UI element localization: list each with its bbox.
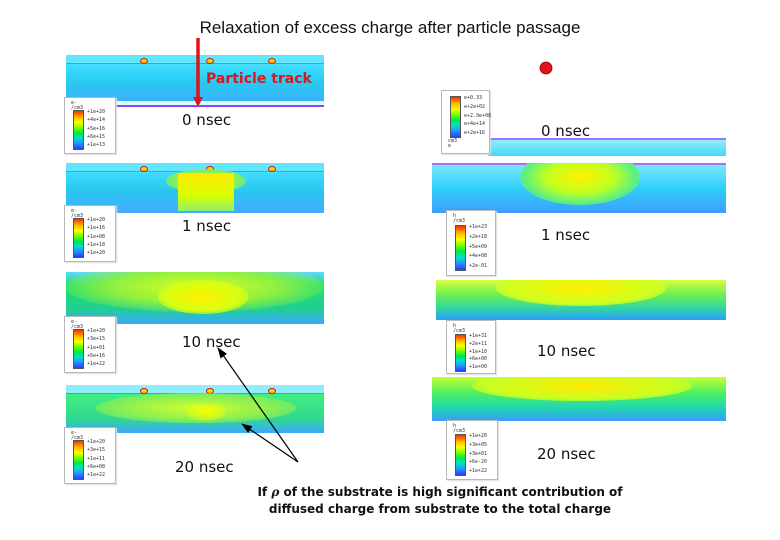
color-legend-left-10ns: e- /cm3 +1e+20 +3e+15 +1e+01 +6e+16 +1e+22: [64, 316, 116, 373]
note-if: If: [257, 485, 268, 499]
time-label-left-10ns: 10 nsec: [182, 333, 241, 351]
slide-title: Relaxation of excess charge after partic…: [199, 18, 581, 37]
color-legend-right-20ns: h /cm3 +1e+20 +3e+05 +3e+01 +6e-20 +1e+22: [446, 420, 498, 480]
time-label-right-20ns: 20 nsec: [537, 445, 596, 463]
note-line1-text: of the substrate is high significant con…: [283, 485, 623, 499]
substrate-note-line-2: diffused charge from substrate to the to…: [268, 502, 612, 516]
color-legend-right-1ns: h /cm3 +1e+23 +2e+18 +5e+09 +4e+08 +2e-01: [446, 210, 496, 276]
color-legend-left-1ns: e- /cm3 +1e+20 +1e+16 +1e+08 +1e+18 +1e+20: [64, 205, 116, 262]
simulation-strip-right-1ns: [432, 163, 726, 213]
color-legend-right-10ns: h /cm3 +1e+31 +2e+11 +1e+10 +6e+00 +1e+00: [446, 320, 496, 374]
time-label-left-0ns: 0 nsec: [182, 111, 232, 129]
simulation-strip-left-20ns: [66, 385, 324, 433]
rho-symbol: ρ: [271, 485, 280, 499]
time-label-right-1ns: 1 nsec: [541, 226, 591, 244]
color-legend-left-0ns: e- /cm3 +1e+20 +4e+14 +5e+16 +6e+15 +1e+13: [64, 97, 116, 154]
substrate-note-line-1: If ρ of the substrate is high significan…: [230, 484, 650, 501]
color-legend-left-20ns: e- /cm3 +1e+20 +3e+15 +1e+11 +6e+08 +1e+22: [64, 427, 116, 484]
simulation-strip-left-10ns: [66, 272, 324, 324]
time-label-left-20ns: 20 nsec: [175, 458, 234, 476]
time-label-right-10ns: 10 nsec: [537, 342, 596, 360]
simulation-strip-left-1ns: [66, 163, 324, 213]
simulation-strip-right-10ns: [436, 280, 726, 320]
substrate-note: If ρ of the substrate is high significan…: [230, 484, 650, 518]
simulation-strip-right-20ns: [432, 377, 726, 421]
simulation-strip-right-0ns: [488, 138, 726, 156]
color-legend-right-0ns: cm3 e e+0.33 e+2e+02 e+2.9e+08 e+4e+14 e+2e+…: [441, 90, 491, 154]
time-label-right-0ns: 0 nsec: [541, 122, 591, 140]
red-dot-marker: [539, 61, 553, 75]
time-label-left-1ns: 1 nsec: [182, 217, 232, 235]
particle-track-label: Particle track: [206, 71, 312, 87]
